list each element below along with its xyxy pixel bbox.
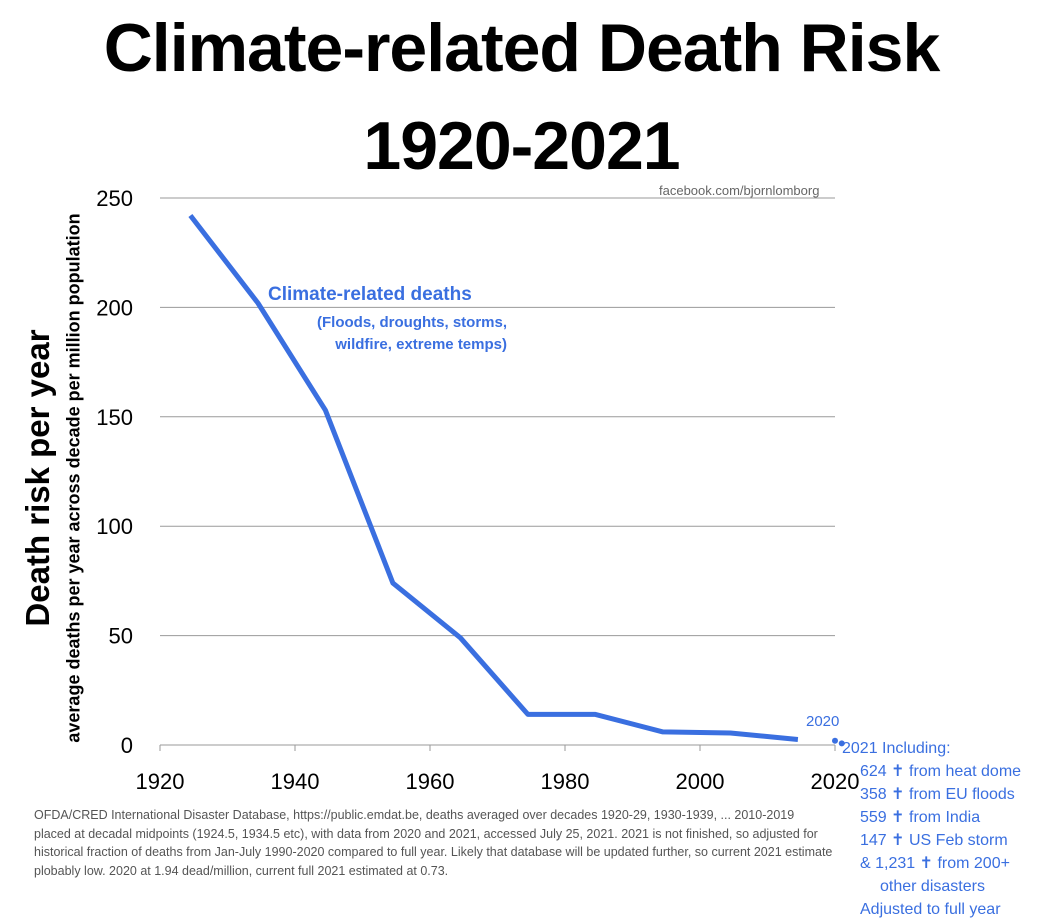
x-tick-label: 1920 (136, 769, 185, 794)
series-lines (188, 213, 799, 742)
data-point-2020 (832, 737, 838, 744)
annotation-line: & 1,231 ✝ from 200+ (860, 855, 1010, 872)
series-line (188, 213, 799, 742)
series-description-line: (Floods, droughts, storms, (317, 314, 507, 331)
annotation-line: Adjusted to full year (860, 901, 1001, 918)
y-tick-label: 250 (96, 186, 133, 211)
x-tick-label: 1980 (541, 769, 590, 794)
y-tick-label: 50 (109, 624, 133, 649)
footnote: OFDA/CRED International Disaster Databas… (34, 808, 833, 878)
data-point-2021 (838, 740, 845, 747)
data-points (832, 737, 845, 747)
point-label-2020: 2020 (806, 713, 840, 730)
y-tick-label: 150 (96, 405, 133, 430)
series-label: Climate-related deaths (268, 284, 472, 305)
annotation-line: 2021 Including: (842, 740, 951, 757)
y-tick-label: 200 (96, 295, 133, 320)
x-tick-labels: 1920 1940 1960 1980 2000 2020 (136, 745, 860, 794)
annotation-line: other disasters (880, 878, 985, 895)
y-tick-label: 100 (96, 514, 133, 539)
x-tick-label: 2000 (676, 769, 725, 794)
chart-subtitle: 1920-2021 (363, 108, 680, 184)
annotation-line: 624 ✝ from heat dome (860, 763, 1022, 780)
x-tick-label: 2020 (811, 769, 860, 794)
annotation-line: 147 ✝ US Feb storm (860, 832, 1008, 849)
x-tick-label: 1960 (406, 769, 455, 794)
series-description-line: wildfire, extreme temps) (335, 336, 507, 353)
source-credit: facebook.com/bjornlomborg (659, 183, 820, 198)
y-tick-labels: 0 50 100 150 200 250 (96, 186, 133, 758)
x-tick-label: 1940 (271, 769, 320, 794)
chart-title: Climate-related Death Risk (103, 10, 941, 86)
grid-lines (160, 197, 835, 746)
annotation-2021: 2021 Including: 624 ✝ from heat dome 358… (842, 737, 1021, 921)
annotation-line: 559 ✝ from India (860, 809, 981, 826)
series-description: (Floods, droughts, storms, wildfire, ext… (317, 312, 507, 356)
annotation-line: 358 ✝ from EU floods (860, 786, 1015, 803)
y-tick-label: 0 (121, 733, 133, 758)
